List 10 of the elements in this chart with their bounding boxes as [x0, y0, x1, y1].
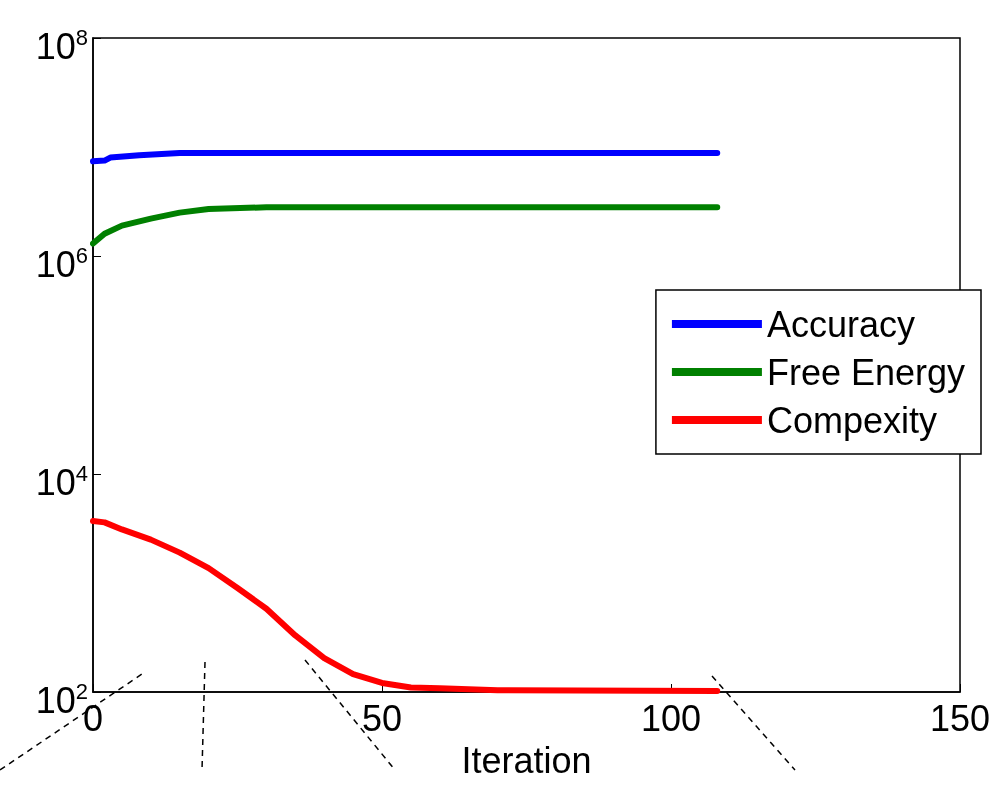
legend-label: Free Energy	[766, 351, 966, 393]
x-tick-label: 50	[361, 697, 403, 739]
legend-label: Compexity	[766, 399, 937, 441]
y-tick-label: 10$^{8}$	[35, 24, 88, 69]
y-tick-label: 10$^{4}$	[35, 460, 88, 505]
x-axis-title: Iteration	[461, 739, 592, 781]
legend-label: Accuracy	[766, 303, 915, 345]
x-tick-label: 150	[929, 697, 991, 739]
x-tick-label: 100	[640, 697, 702, 739]
y-tick-label: 10$^{6}$	[35, 242, 88, 287]
